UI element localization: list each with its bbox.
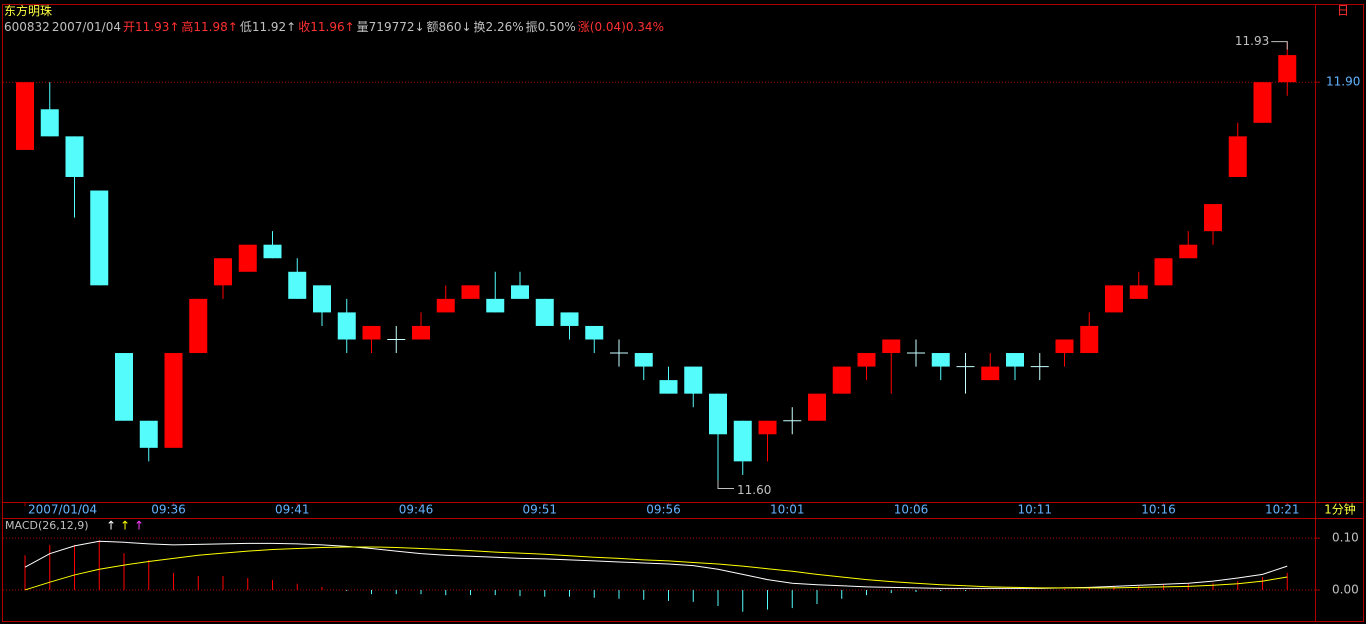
period-button[interactable]: 日 <box>1337 4 1349 18</box>
candle-body <box>486 298 505 313</box>
candle-body <box>882 339 901 354</box>
x-tick-label: 2007/01/04 <box>28 503 97 517</box>
stock-name: 东方明珠 <box>4 4 53 18</box>
quote-field: 开11.93↑ <box>122 20 180 34</box>
x-tick-label: 09:56 <box>646 503 681 517</box>
indicator-marker: ↑ <box>106 519 116 533</box>
outer-border <box>2 4 1364 622</box>
high-label: 11.93 <box>1235 34 1269 48</box>
low-pointer <box>717 480 734 489</box>
candle-body <box>1278 55 1297 83</box>
x-tick-label: 09:46 <box>399 503 434 517</box>
candle-body <box>139 420 158 448</box>
candle-body <box>288 271 307 299</box>
candle-body <box>535 298 554 326</box>
candle-body <box>832 366 851 394</box>
quote-field: 高11.98↑ <box>181 20 238 34</box>
quote-field: 2007/01/04 <box>51 20 121 34</box>
candle-body <box>560 312 579 326</box>
quote-field: 涨(0.04)0.34% <box>577 20 664 34</box>
quote-field: 低11.92↑ <box>239 20 297 34</box>
indicator-marker: ↑ <box>120 519 130 533</box>
candle-body <box>313 285 331 313</box>
candle-body <box>238 244 257 272</box>
candle-body <box>1105 285 1123 313</box>
candle-body <box>337 312 356 340</box>
candle-body <box>189 298 208 354</box>
quote-field: 600832 <box>4 20 50 34</box>
quote-field: 振0.50% <box>525 20 576 34</box>
candle-body <box>1080 325 1099 354</box>
candle-body <box>65 136 84 177</box>
y-tick-label: 11.90 <box>1326 75 1360 89</box>
header: 东方明珠 600832 2007/01/04 开11.93↑ 高11.98↑ 低11.9… <box>4 3 666 35</box>
candle-body <box>585 325 604 340</box>
candle-body <box>16 82 34 150</box>
candle-body <box>1129 285 1148 299</box>
period-label: 1分钟 <box>1324 502 1356 517</box>
quote-info: 600832 2007/01/04 开11.93↑ 高11.98↑ 低11.92↑ 收11… <box>4 19 666 35</box>
candle-body <box>1154 258 1173 286</box>
candle-body <box>362 325 381 340</box>
candle-body <box>808 393 826 421</box>
candle-body <box>511 285 529 299</box>
x-tick-label: 10:01 <box>770 503 805 517</box>
candle-body <box>1006 353 1024 367</box>
low-label: 11.60 <box>737 483 771 497</box>
candle-body <box>758 420 777 435</box>
y-tick-label: 0.10 <box>1332 531 1359 545</box>
x-tick-label: 09:51 <box>522 503 557 517</box>
candle-body <box>931 353 950 367</box>
indicator-title: MACD(26,12,9) <box>5 519 89 532</box>
x-tick-label: 10:16 <box>1141 503 1176 517</box>
candle-body <box>733 420 752 462</box>
quote-field: 量719772↓ <box>356 20 425 34</box>
candle-body <box>436 298 455 313</box>
candle-body <box>684 366 703 394</box>
candle-body <box>709 393 727 435</box>
quote-field: 换2.26% <box>473 20 524 34</box>
quote-field: 额860↓ <box>426 20 472 34</box>
candle-body <box>981 366 1000 381</box>
candle-body <box>1253 82 1272 123</box>
x-tick-label: 09:41 <box>275 503 310 517</box>
candle-body <box>634 353 653 367</box>
candle-body <box>857 353 876 367</box>
frame <box>2 4 1364 622</box>
candle-body <box>412 325 430 340</box>
candle-body <box>1179 244 1198 259</box>
candle-body <box>659 380 678 394</box>
quote-field: 收11.96↑ <box>298 20 355 34</box>
candle-body <box>1055 339 1074 354</box>
candle-body <box>461 285 480 299</box>
x-tick-label: 10:21 <box>1265 503 1300 517</box>
candle-body <box>164 353 183 448</box>
candle-body <box>40 109 59 137</box>
candle-body <box>1228 136 1247 177</box>
indicator-marker: ↑ <box>134 519 144 533</box>
candle-body <box>115 353 133 421</box>
macd-line <box>24 540 1288 589</box>
candle-body <box>1204 204 1222 232</box>
candle-body <box>263 244 282 259</box>
y-tick-label: 0.00 <box>1332 582 1359 596</box>
high-pointer <box>1271 41 1288 50</box>
macd-line <box>24 546 1288 591</box>
x-tick-label: 10:11 <box>1017 503 1052 517</box>
x-tick-label: 09:36 <box>151 503 186 517</box>
candle-body <box>90 190 109 286</box>
candle-body <box>214 258 232 286</box>
x-tick-label: 10:06 <box>894 503 929 517</box>
